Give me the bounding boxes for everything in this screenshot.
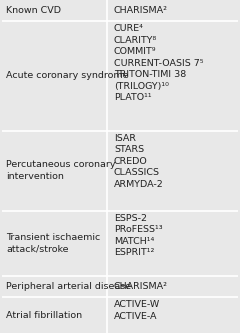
Text: Atrial fibrillation: Atrial fibrillation [6, 311, 82, 320]
Text: ACTIVE-W
ACTIVE-A: ACTIVE-W ACTIVE-A [114, 300, 160, 321]
Text: ISAR
STARS
CREDO
CLASSICS
ARMYDA-2: ISAR STARS CREDO CLASSICS ARMYDA-2 [114, 134, 164, 189]
Text: CHARISMA²: CHARISMA² [114, 282, 168, 291]
Text: Acute coronary syndrome: Acute coronary syndrome [6, 71, 128, 80]
Text: Transient ischaemic
attack/stroke: Transient ischaemic attack/stroke [6, 233, 100, 253]
Text: Known CVD: Known CVD [6, 6, 61, 15]
Text: CHARISMA²: CHARISMA² [114, 6, 168, 15]
Text: ESPS-2
PRoFESS¹³
MATCH¹⁴
ESPRIT¹²: ESPS-2 PRoFESS¹³ MATCH¹⁴ ESPRIT¹² [114, 214, 163, 257]
Text: Peripheral arterial disease: Peripheral arterial disease [6, 282, 131, 291]
Text: CURE⁴
CLARITY⁸
COMMIT⁹
CURRENT-OASIS 7⁵
TRITON-TIMI 38
(TRILOGY)¹⁰
PLATO¹¹: CURE⁴ CLARITY⁸ COMMIT⁹ CURRENT-OASIS 7⁵ … [114, 25, 204, 102]
Text: Percutaneous coronary
intervention: Percutaneous coronary intervention [6, 161, 115, 181]
